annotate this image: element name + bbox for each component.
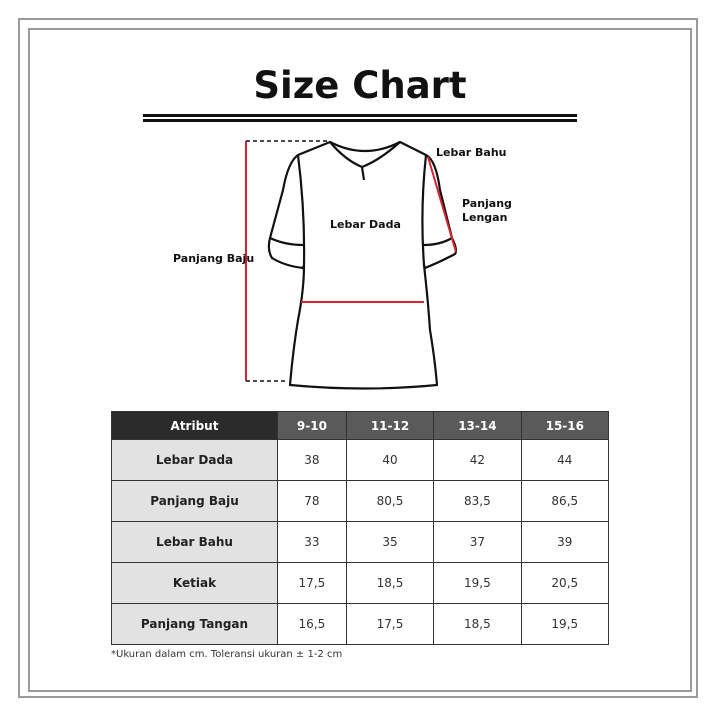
table-cell: 16,5 — [277, 603, 347, 645]
page-title: Size Chart — [253, 64, 467, 107]
table-cell: 18,5 — [433, 603, 522, 645]
column-header: 9-10 — [277, 411, 347, 440]
size-table: Atribut 9-10 11-12 13-14 15-16 Lebar Dada 38 4… — [111, 411, 610, 645]
table-cell: 19,5 — [433, 562, 522, 604]
table-cell: 38 — [277, 439, 347, 481]
table-cell: 40 — [345, 439, 435, 481]
neckline — [329, 141, 401, 181]
table-cell: 78 — [277, 480, 347, 522]
footnote: *Ukuran dalam cm. Toleransi ukuran ± 1-2… — [111, 649, 343, 660]
table-cell: 37 — [433, 521, 522, 563]
table-row: Lebar Bahu 33 35 37 39 — [111, 521, 610, 563]
row-label: Lebar Dada — [111, 439, 278, 481]
table-cell: 17,5 — [345, 603, 435, 645]
title-divider — [143, 114, 577, 117]
row-label: Lebar Bahu — [111, 521, 278, 563]
table-row: Panjang Baju 78 80,5 83,5 86,5 — [111, 480, 610, 522]
table-cell: 44 — [520, 439, 610, 481]
label-panjang-baju: Panjang Baju — [173, 252, 255, 265]
table-row: Ketiak 17,5 18,5 19,5 20,5 — [111, 562, 610, 604]
column-header: 15-16 — [520, 411, 610, 440]
label-line: Panjang — [462, 197, 512, 210]
column-header: 13-14 — [433, 411, 522, 440]
label-panjang-lengan: Panjang Lengan — [462, 197, 512, 225]
sleeve-seam — [296, 154, 428, 266]
inner-frame — [28, 28, 692, 692]
table-cell: 17,5 — [277, 562, 347, 604]
shirt-outline — [267, 140, 458, 390]
table-cell: 86,5 — [520, 480, 610, 522]
table-cell: 19,5 — [520, 603, 610, 645]
table-cell: 42 — [433, 439, 522, 481]
table-cell: 80,5 — [345, 480, 435, 522]
table-cell: 18,5 — [345, 562, 435, 604]
label-lebar-dada: Lebar Dada — [330, 218, 401, 231]
cuff-fold — [269, 237, 453, 247]
table-cell: 35 — [345, 521, 435, 563]
table-cell: 83,5 — [433, 480, 522, 522]
table-row: Lebar Dada 38 40 42 44 — [111, 439, 610, 481]
label-line: Lengan — [462, 211, 508, 224]
row-label: Ketiak — [111, 562, 278, 604]
title-divider — [143, 119, 577, 122]
table-cell: 20,5 — [520, 562, 610, 604]
table-cell: 39 — [520, 521, 610, 563]
table-cell: 33 — [277, 521, 347, 563]
sleeve-measure-line — [427, 156, 457, 253]
column-header: 11-12 — [345, 411, 435, 440]
table-row: Panjang Tangan 16,5 17,5 18,5 19,5 — [111, 603, 610, 645]
row-label: Panjang Tangan — [111, 603, 278, 645]
row-label: Panjang Baju — [111, 480, 278, 522]
outer-frame — [18, 18, 698, 698]
column-header: Atribut — [111, 411, 278, 440]
label-lebar-bahu: Lebar Bahu — [436, 146, 507, 159]
